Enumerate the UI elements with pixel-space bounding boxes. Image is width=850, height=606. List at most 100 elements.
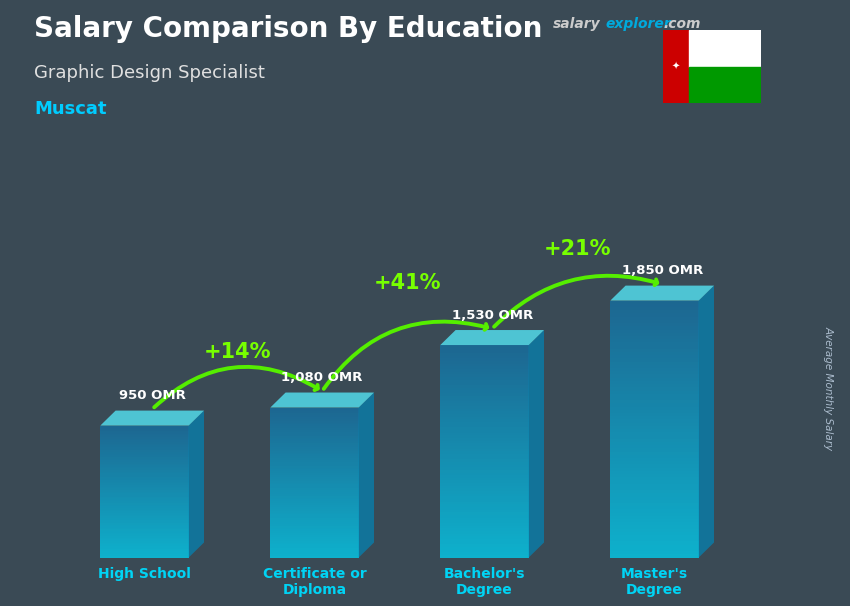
Bar xyxy=(440,512,529,515)
Bar xyxy=(270,507,359,509)
Bar xyxy=(610,554,699,558)
Bar xyxy=(270,518,359,520)
Bar xyxy=(100,496,189,498)
Text: salary: salary xyxy=(552,17,600,31)
Bar xyxy=(440,396,529,398)
Bar xyxy=(270,524,359,525)
Bar xyxy=(100,434,189,436)
Bar xyxy=(440,456,529,459)
Bar xyxy=(610,503,699,506)
FancyArrowPatch shape xyxy=(324,322,487,389)
Bar xyxy=(270,501,359,503)
Bar xyxy=(440,470,529,473)
Bar xyxy=(610,394,699,397)
Bar xyxy=(100,444,189,445)
Bar xyxy=(100,442,189,444)
Bar xyxy=(440,358,529,361)
Bar xyxy=(440,414,529,417)
Bar xyxy=(440,496,529,499)
Polygon shape xyxy=(270,393,374,407)
Bar xyxy=(440,478,529,481)
Bar xyxy=(440,398,529,401)
Bar xyxy=(610,358,699,362)
Bar xyxy=(440,377,529,379)
Bar xyxy=(610,404,699,407)
Text: Master's
Degree: Master's Degree xyxy=(621,567,688,597)
Bar xyxy=(270,503,359,505)
Polygon shape xyxy=(189,411,204,558)
Bar xyxy=(100,487,189,488)
Bar xyxy=(270,413,359,415)
Bar xyxy=(100,539,189,541)
Bar xyxy=(610,439,699,442)
Bar xyxy=(440,491,529,494)
Bar xyxy=(610,371,699,375)
Bar xyxy=(100,511,189,513)
Bar xyxy=(440,419,529,422)
Bar xyxy=(270,439,359,441)
Bar xyxy=(440,531,529,534)
Bar xyxy=(440,523,529,525)
Bar xyxy=(270,556,359,558)
Bar xyxy=(610,490,699,493)
Bar xyxy=(610,429,699,432)
Bar xyxy=(100,448,189,450)
Text: .com: .com xyxy=(663,17,700,31)
Bar xyxy=(270,424,359,426)
Bar xyxy=(610,390,699,394)
Text: Average Monthly Salary: Average Monthly Salary xyxy=(824,326,834,450)
Bar xyxy=(270,477,359,479)
Bar xyxy=(610,320,699,323)
Bar xyxy=(440,550,529,552)
Bar xyxy=(440,401,529,404)
Bar xyxy=(100,484,189,485)
Bar xyxy=(270,484,359,486)
Bar xyxy=(270,451,359,453)
Bar xyxy=(270,475,359,477)
Bar xyxy=(270,464,359,465)
Bar xyxy=(440,539,529,542)
Text: Certificate or
Diploma: Certificate or Diploma xyxy=(263,567,366,597)
Bar xyxy=(610,422,699,426)
Polygon shape xyxy=(100,411,204,425)
Bar xyxy=(610,323,699,326)
Text: Graphic Design Specialist: Graphic Design Specialist xyxy=(34,64,265,82)
Bar xyxy=(270,516,359,518)
Bar xyxy=(610,333,699,336)
Bar xyxy=(610,478,699,481)
Bar xyxy=(440,379,529,382)
Bar xyxy=(100,441,189,442)
Bar xyxy=(100,457,189,459)
Bar xyxy=(610,458,699,461)
Bar xyxy=(100,505,189,507)
Bar xyxy=(440,348,529,350)
Bar xyxy=(100,450,189,452)
Bar xyxy=(440,361,529,364)
Bar xyxy=(270,498,359,499)
Bar xyxy=(100,521,189,523)
Bar xyxy=(610,487,699,490)
Bar xyxy=(100,460,189,462)
Bar xyxy=(440,406,529,409)
Bar xyxy=(100,544,189,546)
Bar xyxy=(100,518,189,519)
Bar xyxy=(270,415,359,417)
Bar xyxy=(270,499,359,501)
Bar xyxy=(100,528,189,530)
Bar xyxy=(610,545,699,548)
Bar xyxy=(270,456,359,458)
Bar xyxy=(440,454,529,456)
Bar xyxy=(610,410,699,413)
Bar xyxy=(270,492,359,494)
Bar xyxy=(100,500,189,501)
Bar xyxy=(440,534,529,536)
Bar xyxy=(270,537,359,539)
Bar xyxy=(270,422,359,424)
Bar xyxy=(270,438,359,439)
Bar xyxy=(100,493,189,495)
Bar xyxy=(270,443,359,445)
Bar xyxy=(100,508,189,510)
Text: +21%: +21% xyxy=(543,239,611,259)
Bar xyxy=(270,479,359,481)
Bar xyxy=(100,454,189,455)
